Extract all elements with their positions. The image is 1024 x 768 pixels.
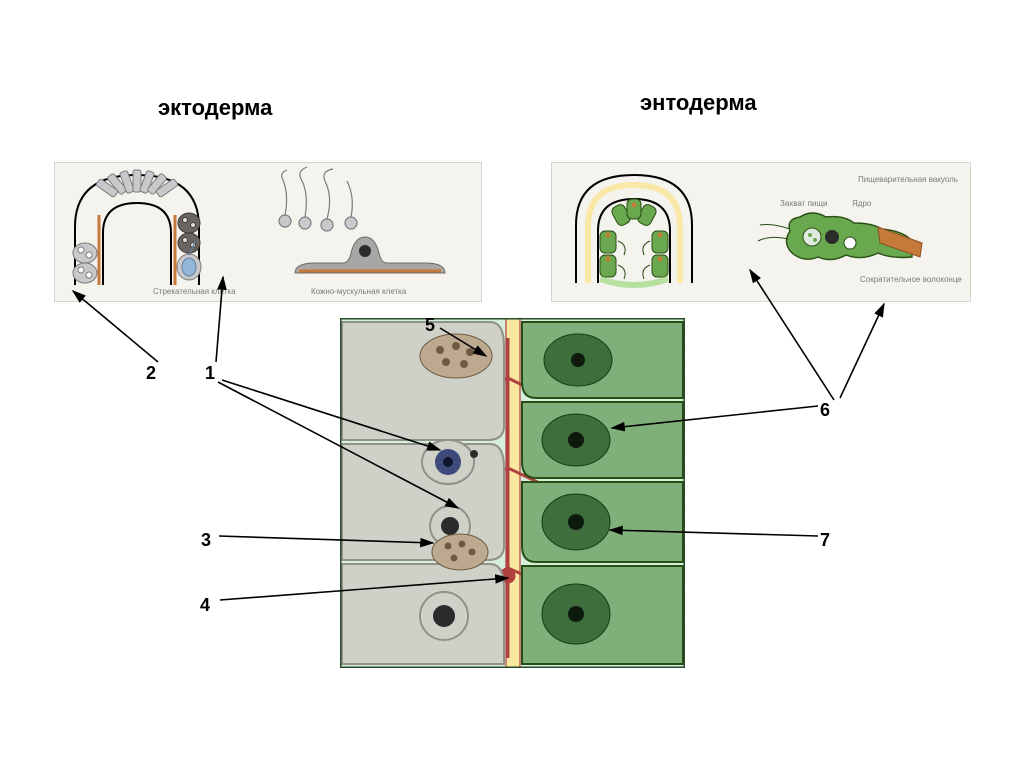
- arrow-overlay: [0, 0, 1024, 768]
